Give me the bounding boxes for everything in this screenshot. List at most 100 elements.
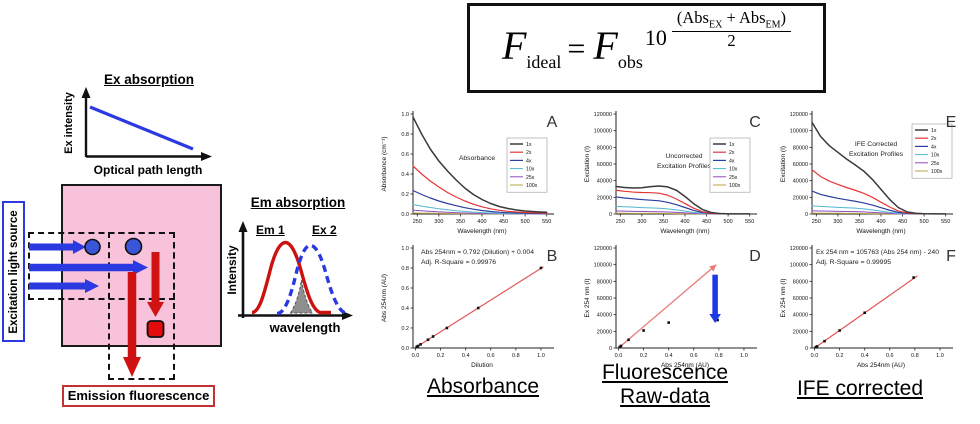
svg-text:0: 0 — [805, 346, 808, 352]
ex-graph-yaxis-arrowhead — [81, 87, 91, 98]
svg-text:100000: 100000 — [790, 129, 808, 135]
em-graph-axes — [238, 221, 353, 320]
optical-path-length-axis-label: Optical path length — [93, 163, 203, 177]
svg-text:4x: 4x — [729, 158, 735, 164]
fluorophore-circle-1 — [84, 238, 101, 256]
intensity-axis-label: Intensity — [225, 245, 239, 295]
excitation-light-source-text: Excitation light source — [7, 209, 20, 334]
svg-text:450: 450 — [898, 219, 907, 225]
svg-text:20000: 20000 — [597, 329, 612, 335]
svg-text:0.2: 0.2 — [640, 353, 648, 359]
section-label-ife-corrected: IFE corrected — [796, 377, 924, 400]
svg-text:2x: 2x — [729, 150, 735, 156]
ex-decay-line — [89, 105, 194, 151]
svg-text:1x: 1x — [931, 128, 937, 134]
svg-text:120000: 120000 — [594, 246, 612, 252]
svg-text:Ex 254 nm (I): Ex 254 nm (I) — [780, 278, 787, 317]
emission-fluorescence-label: Emission fluorescence — [62, 385, 215, 407]
svg-text:0.4: 0.4 — [401, 306, 409, 312]
svg-text:80000: 80000 — [793, 279, 808, 285]
chart-panel-uncorrected: 0 20000 40000 60000 80000 100000 120000 250 300 3… — [582, 100, 762, 236]
svg-text:Abs 254nm = 0.792 (Dilution) +: Abs 254nm = 0.792 (Dilution) + 0.004 — [421, 249, 534, 256]
svg-text:Dilution: Dilution — [471, 362, 493, 369]
svg-text:Abs 254nm (AU): Abs 254nm (AU) — [857, 362, 905, 369]
chart-absorbance-linearity: 0.0 0.2 0.4 0.6 0.8 1.0 0.0 0.2 0.4 0.6 0.8 1.0 Dilu… — [381, 245, 554, 369]
svg-text:100000: 100000 — [594, 129, 612, 135]
panel-letter-a: A — [546, 114, 558, 131]
svg-text:350: 350 — [855, 219, 864, 225]
excitation-arrow-1-head — [73, 240, 86, 254]
section-label-absorbance: Absorbance — [426, 375, 540, 398]
ife-correction-formula: Fideal = Fobs 10 (AbsEX + AbsEM) 2 — [467, 3, 826, 93]
svg-text:300: 300 — [637, 219, 646, 225]
svg-text:0.0: 0.0 — [412, 353, 420, 359]
svg-text:550: 550 — [745, 219, 754, 225]
svg-text:2x: 2x — [526, 150, 532, 156]
svg-text:500: 500 — [920, 219, 929, 225]
equals-sign: = — [567, 29, 586, 66]
chart-corrected-linearity: 0 20000 40000 60000 80000 100000 120000 0.0 0.2 0… — [780, 245, 953, 369]
chart-absorbance: 0.0 0.2 0.4 0.6 0.8 1.0 250 300 350 400 450 500 550 W… — [381, 111, 554, 235]
base-ten: 10 — [644, 25, 667, 50]
svg-text:0: 0 — [609, 212, 612, 218]
excitation-arrow-3-head — [85, 279, 99, 293]
svg-text:0: 0 — [609, 346, 612, 352]
chart-panel-abs-fit: 0.0 0.2 0.4 0.6 0.8 1.0 0.0 0.2 0.4 0.6 0.8 1.0 Dilu… — [379, 234, 559, 370]
svg-text:0.8: 0.8 — [911, 353, 919, 359]
svg-text:Excitation (I): Excitation (I) — [584, 146, 591, 182]
em1-curve — [251, 240, 331, 315]
svg-text:20000: 20000 — [793, 329, 808, 335]
svg-text:60000: 60000 — [597, 162, 612, 168]
svg-text:100000: 100000 — [594, 263, 612, 269]
svg-text:0.6: 0.6 — [487, 353, 495, 359]
svg-text:1.0: 1.0 — [401, 112, 409, 118]
exponent-denominator: 2 — [727, 31, 736, 51]
svg-text:0.8: 0.8 — [401, 132, 409, 138]
svg-text:2x: 2x — [931, 136, 937, 142]
svg-text:350: 350 — [659, 219, 668, 225]
svg-text:60000: 60000 — [793, 162, 808, 168]
svg-text:Excitation Profiles: Excitation Profiles — [657, 163, 712, 170]
absorber-square — [146, 320, 165, 338]
svg-text:Wavelength (nm): Wavelength (nm) — [856, 228, 905, 235]
svg-text:250: 250 — [812, 219, 821, 225]
svg-text:60000: 60000 — [793, 296, 808, 302]
ex-absorption-title: Ex absorption — [103, 72, 194, 87]
chart-ife-corrected-excitation: 0 20000 40000 60000 80000 100000 120000 250 300 3… — [780, 111, 953, 235]
svg-text:0.6: 0.6 — [690, 353, 698, 359]
chart-panel-absorbance: 0.0 0.2 0.4 0.6 0.8 1.0 250 300 350 400 450 500 550 W… — [379, 100, 559, 236]
chart-panel-raw-fluorescence: 0 20000 40000 60000 80000 100000 120000 0.0 0.2 0… — [582, 234, 762, 370]
svg-text:40000: 40000 — [793, 179, 808, 185]
em-graph-yaxis-arrowhead — [238, 221, 248, 232]
svg-text:Ex 254 nm (I): Ex 254 nm (I) — [584, 278, 591, 317]
em1-curve-label: Em 1 — [256, 223, 285, 237]
svg-text:1.0: 1.0 — [401, 246, 409, 252]
svg-text:0.0: 0.0 — [811, 353, 819, 359]
excitation-arrow-2-head — [133, 260, 148, 275]
svg-text:1.0: 1.0 — [537, 353, 545, 359]
svg-text:500: 500 — [521, 219, 530, 225]
svg-text:550: 550 — [542, 219, 551, 225]
svg-text:25x: 25x — [729, 175, 738, 181]
section-label-fluorescence-raw-data: Fluorescence Raw-data — [601, 361, 729, 409]
svg-text:250: 250 — [616, 219, 625, 225]
svg-text:100x: 100x — [931, 169, 943, 175]
svg-text:0.4: 0.4 — [401, 172, 409, 178]
svg-text:80000: 80000 — [597, 145, 612, 151]
svg-text:120000: 120000 — [790, 246, 808, 252]
panel-letter-d: D — [749, 248, 761, 265]
svg-text:1.0: 1.0 — [936, 353, 944, 359]
svg-text:40000: 40000 — [793, 313, 808, 319]
svg-text:Excitation Profiles: Excitation Profiles — [849, 151, 904, 158]
svg-text:0: 0 — [805, 212, 808, 218]
panel-letter-b: B — [546, 248, 558, 265]
svg-text:4x: 4x — [931, 144, 937, 150]
ex-graph-axes — [81, 87, 212, 161]
emission-region-dashed-box — [108, 232, 175, 380]
svg-text:550: 550 — [941, 219, 950, 225]
svg-text:100x: 100x — [729, 183, 741, 189]
emission-arrows — [123, 252, 164, 377]
svg-text:400: 400 — [876, 219, 885, 225]
svg-text:0.0: 0.0 — [401, 346, 409, 352]
